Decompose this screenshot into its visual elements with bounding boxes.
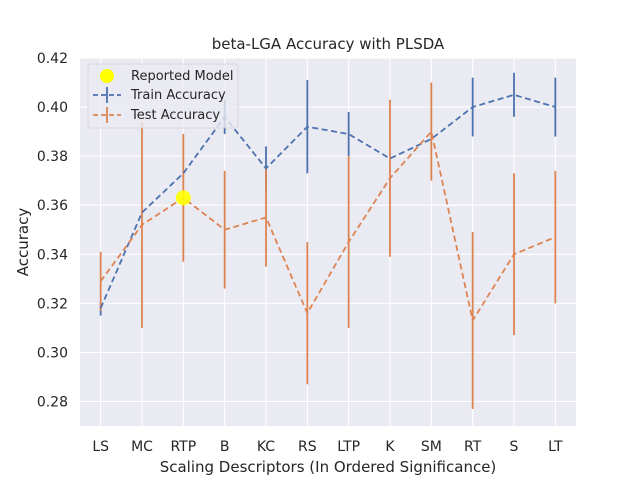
y-tick-label: 0.32 [37,296,68,312]
x-tick-label: S [510,439,519,455]
y-tick-label: 0.30 [37,345,68,361]
line-test [99,129,556,323]
x-tick-label: KC [257,439,275,455]
x-tick-label: RT [464,439,482,455]
x-tick-label: K [385,439,395,455]
legend-box [87,63,239,129]
series-lines [99,93,556,323]
x-tick-label: LS [92,439,109,455]
reported-model-marker [175,190,191,206]
y-tick-labels: 0.28 0.30 0.32 0.34 0.36 0.38 0.40 0.42 [37,51,68,410]
x-tick-label: B [220,439,230,455]
y-axis-label: Accuracy [14,208,32,277]
y-tick-label: 0.28 [37,394,68,410]
x-tick-label: RS [298,439,317,455]
chart-title: beta-LGA Accuracy with PLSDA [212,35,445,53]
y-tick-label: 0.34 [37,247,68,263]
y-tick-label: 0.42 [37,51,68,67]
legend-marker-reported-model [100,69,114,83]
y-tick-label: 0.38 [37,149,68,165]
x-tick-label: MC [131,439,153,455]
y-tick-label: 0.40 [37,100,68,116]
x-tick-labels: LS MC RTP B KC RS LTP K SM RT S LT [92,439,563,455]
legend-label-train: Train Accuracy [130,88,226,103]
legend: Reported Model Train Accuracy Test Accur… [87,63,239,129]
x-tick-label: RTP [170,439,196,455]
highlight-layer [175,190,191,206]
legend-label-test: Test Accuracy [130,108,220,123]
x-tick-label: SM [421,439,442,455]
y-tick-label: 0.36 [37,198,68,214]
x-tick-label: LT [548,439,563,455]
x-axis-label: Scaling Descriptors (In Ordered Signific… [160,458,497,476]
x-tick-label: LTP [337,439,360,455]
legend-label-reported-model: Reported Model [131,69,234,84]
line-train [99,93,556,309]
